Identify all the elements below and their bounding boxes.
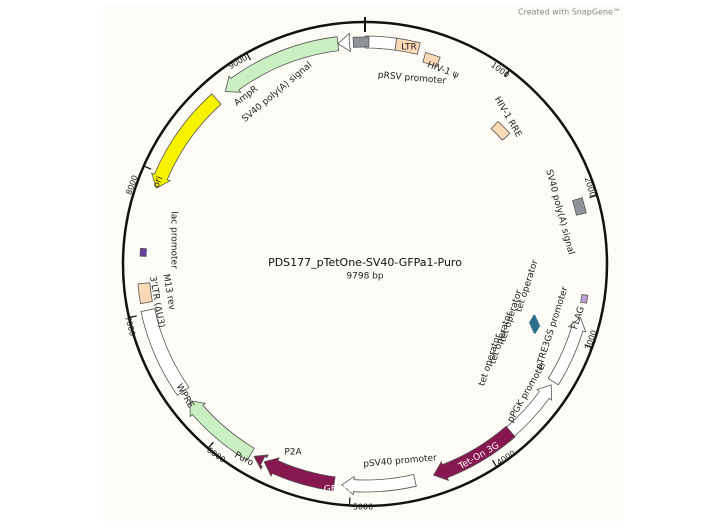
feature: [263, 457, 336, 492]
feature: [364, 35, 398, 51]
watermark: Created with SnapGene™: [518, 8, 621, 17]
features: [137, 32, 589, 496]
feature: [572, 197, 587, 216]
feature: [547, 317, 587, 386]
feature-label: LTR: [401, 43, 417, 53]
operator-box: [530, 319, 539, 330]
feature: [352, 36, 370, 48]
feature: [224, 36, 340, 93]
tick-mark: [589, 194, 598, 199]
feature-label: GFPa1: [324, 485, 352, 495]
feature: [433, 425, 516, 482]
operator-box: [529, 316, 538, 328]
feature: [189, 400, 255, 461]
feature-label: P2A: [284, 448, 302, 458]
tick-mark: [207, 441, 214, 449]
feature: [490, 120, 511, 141]
feature: [337, 32, 351, 53]
operator-box: [528, 314, 537, 325]
feature: [150, 93, 222, 189]
tick-mark: [348, 497, 351, 506]
feature: [394, 37, 421, 55]
operator-box: [532, 323, 541, 334]
feature: [253, 454, 269, 470]
tick-mark: [246, 52, 252, 61]
tick-mark: [584, 344, 593, 349]
feature: [137, 282, 153, 305]
feature: [139, 247, 147, 257]
feature: [422, 52, 441, 68]
feature-label: ori: [152, 175, 166, 190]
feature: [580, 294, 589, 304]
tick-mark: [504, 69, 511, 77]
tick-mark: [128, 315, 137, 319]
operator-box: [531, 321, 540, 332]
feature: [503, 384, 553, 440]
plasmid-name: PDS177_pTetOne-SV40-GFPa1-Puro: [268, 256, 462, 269]
tick-label: 5000: [353, 503, 373, 512]
plasmid-length: 9798 bp: [346, 272, 383, 282]
tick-mark: [143, 165, 152, 170]
feature: [341, 474, 417, 496]
feature-label: lac promoter: [169, 211, 179, 269]
feature: [140, 308, 190, 396]
tick-mark: [491, 459, 498, 468]
